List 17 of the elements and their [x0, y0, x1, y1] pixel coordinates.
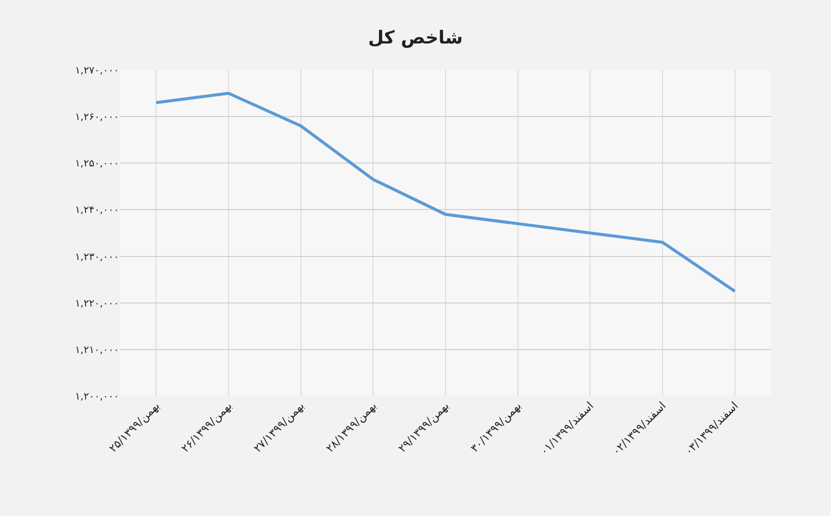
x-tick-label: ۲۹/بهمن/۱۳۹۹: [396, 399, 452, 456]
x-tick-label: ۲۷/بهمن/۱۳۹۹: [251, 399, 307, 456]
x-tick-label: ۰۲/اسفند/۱۳۹۹: [610, 399, 669, 458]
x-tick-label: ۰۱/اسفند/۱۳۹۹: [538, 399, 596, 458]
y-tick-label: ۱,۲۳۰,۰۰۰: [75, 252, 119, 263]
y-tick-label: ۱,۲۱۰,۰۰۰: [75, 344, 119, 356]
y-tick-label: ۱,۲۶۰,۰۰۰: [75, 112, 119, 124]
y-tick-label: ۱,۲۴۰,۰۰۰: [75, 205, 119, 216]
x-tick-label: ۲۶/بهمن/۱۳۹۹: [178, 399, 235, 456]
x-tick-label: ۲۸/بهمن/۱۳۹۹: [323, 399, 380, 456]
y-tick-label: ۱,۲۵۰,۰۰۰: [75, 158, 119, 170]
x-tick-label: ۳۰/بهمن/۱۳۹۹: [468, 399, 524, 456]
y-tick-label: ۱,۲۲۰,۰۰۰: [75, 298, 119, 310]
chart-title: شاخص کل: [368, 28, 463, 49]
x-tick-label: ۰۳/اسفند/۱۳۹۹: [682, 399, 741, 458]
line-series: [154, 92, 736, 293]
y-tick-label: ۱,۲۷۰,۰۰۰: [75, 66, 119, 76]
